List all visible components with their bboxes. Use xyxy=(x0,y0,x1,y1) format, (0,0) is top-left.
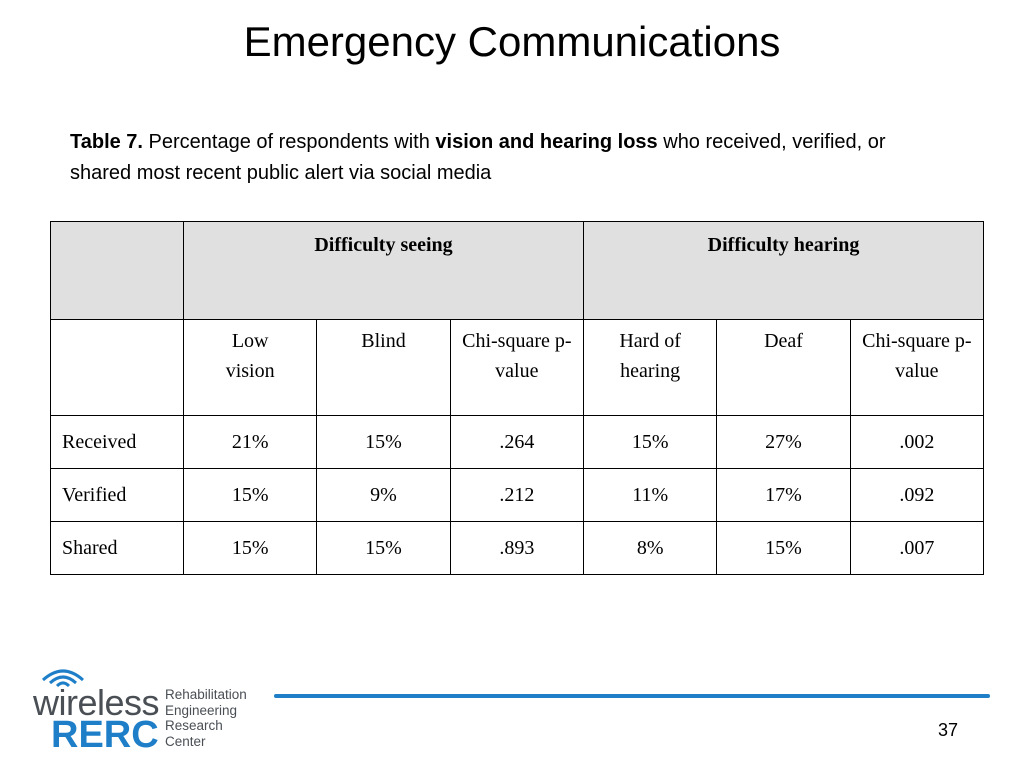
sub-header-chi-hearing-text: Chi-square p-value xyxy=(862,330,972,382)
caption-text-after: who received, verified, or shared most r… xyxy=(70,131,886,184)
logo-wireless-text: wireless xyxy=(33,682,160,723)
table-cell: 15% xyxy=(582,415,718,469)
footer-divider xyxy=(274,694,990,698)
results-table: Difficulty seeing Difficulty hearing Low… xyxy=(50,221,985,575)
wifi-signal-icon xyxy=(41,669,85,688)
table-cell: 11% xyxy=(582,468,718,522)
table-row: Received 21% 15% .264 15% 27% .002 xyxy=(50,415,985,469)
table-row: Verified 15% 9% .212 11% 17% .092 xyxy=(50,468,985,522)
table-row: Shared 15% 15% .893 8% 15% .007 xyxy=(50,521,985,575)
table-cell: 15% xyxy=(182,468,318,522)
caption-label: Table 7. xyxy=(70,131,143,153)
table-cell: 17% xyxy=(716,468,851,522)
caption-text-before: Percentage of respondents with xyxy=(143,131,436,153)
sub-header-empty xyxy=(50,319,184,416)
table-cell: .092 xyxy=(849,468,985,522)
table-cell: 15% xyxy=(316,521,451,575)
table-caption: Table 7. Percentage of respondents with … xyxy=(70,127,950,189)
logo-line: Engineering xyxy=(165,702,238,718)
group-header-row: Difficulty seeing Difficulty hearing xyxy=(50,221,984,320)
logo-line: Center xyxy=(165,733,206,749)
table-cell: .264 xyxy=(449,415,585,469)
sub-header-chi-hearing: Chi-square p-value xyxy=(849,319,985,416)
wireless-rerc-logo: wireless RERC Rehabilitation Engineering… xyxy=(33,660,273,756)
group-header-seeing: Difficulty seeing xyxy=(183,221,584,320)
group-header-empty xyxy=(50,221,184,320)
slide-title: Emergency Communications xyxy=(243,18,781,65)
table-cell: .893 xyxy=(449,521,585,575)
logo-line: Research xyxy=(165,718,223,733)
sub-header-chi-seeing: Chi-square p-value xyxy=(449,319,585,416)
sub-header-chi-seeing-text: Chi-square p-value xyxy=(462,330,572,382)
sub-header-hard-of-hearing: Hard of hearing xyxy=(582,319,718,416)
sub-header-deaf: Deaf xyxy=(716,319,851,416)
sub-header-low-vision: Low vision xyxy=(182,319,318,416)
table-cell: 15% xyxy=(316,415,451,469)
page-number: 37 xyxy=(938,720,959,740)
sub-header-row: Low vision Blind Chi-square p-value Hard… xyxy=(50,319,985,416)
logo-subtitle: Rehabilitation Engineering Research Cent… xyxy=(165,687,247,749)
group-header-hearing: Difficulty hearing xyxy=(583,221,984,320)
table-cell: 9% xyxy=(316,468,451,522)
table-cell: 15% xyxy=(182,521,318,575)
table-cell: 15% xyxy=(716,521,851,575)
table-cell: 8% xyxy=(582,521,718,575)
sub-header-low-vision-text: Low vision xyxy=(225,330,275,382)
row-label: Verified xyxy=(50,468,184,522)
table-cell: 21% xyxy=(182,415,318,469)
sub-header-hard-of-hearing-text: Hard of hearing xyxy=(619,330,681,382)
caption-bold-phrase: vision and hearing loss xyxy=(435,131,658,153)
table-cell: .002 xyxy=(849,415,985,469)
table-cell: .007 xyxy=(849,521,985,575)
table-cell: 27% xyxy=(716,415,851,469)
logo-rerc-text: RERC xyxy=(51,714,159,756)
row-label: Shared xyxy=(50,521,184,575)
table-cell: .212 xyxy=(449,468,585,522)
sub-header-blind: Blind xyxy=(316,319,451,416)
row-label: Received xyxy=(50,415,184,469)
logo-line: Rehabilitation xyxy=(165,687,247,702)
